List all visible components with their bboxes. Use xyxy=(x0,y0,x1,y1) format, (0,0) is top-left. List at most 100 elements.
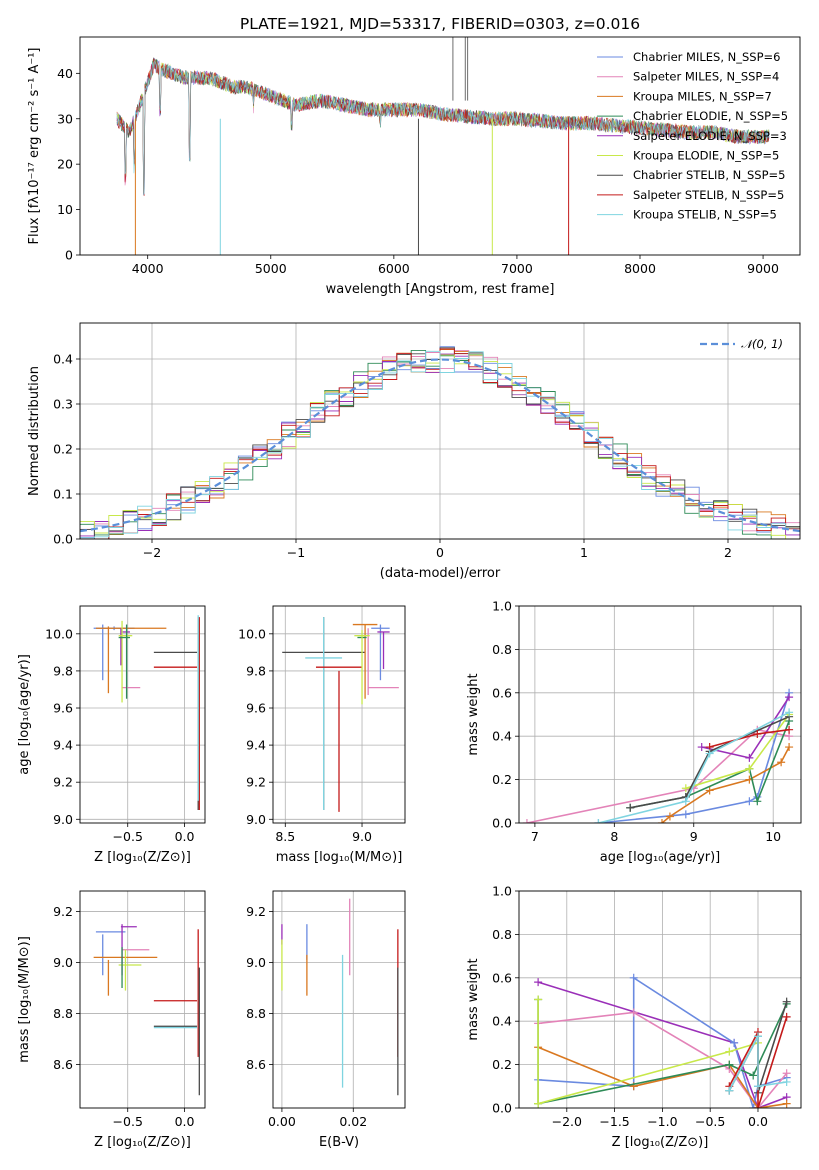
y-tick-label: 0.4 xyxy=(492,729,512,744)
residual-histograms xyxy=(80,346,800,539)
y-axis-label: mass weight xyxy=(466,673,481,755)
age_vs_mass-axes: 8.5 9.0 9.0 9.2 9.4 9.6 9.8 10.0 mass [log₁₀(M/M… xyxy=(238,606,405,865)
mass-weight-marker-kroupa_miles xyxy=(665,812,674,821)
mass-weight-marker-kroupa_stelib xyxy=(753,1032,762,1041)
mass-weight-marker-kroupa_elodie xyxy=(745,764,754,773)
y-tick-label: 9.6 xyxy=(246,701,266,716)
legend-label: 𝒩(0, 1) xyxy=(741,337,783,351)
mass-weight-marker-kroupa_miles xyxy=(705,786,714,795)
x-tick-label: 0.02 xyxy=(339,1114,367,1129)
mass-weight-marker-kroupa_stelib xyxy=(785,708,794,717)
y-tick-label: 8.6 xyxy=(246,1057,266,1072)
residual-legend: 𝒩(0, 1) xyxy=(700,337,783,351)
mass-weight-marker-kroupa_stelib xyxy=(782,1077,791,1086)
figure-title: PLATE=1921, MJD=53317, FIBERID=0303, z=0… xyxy=(240,15,640,33)
y-tick-label: 9.0 xyxy=(53,812,73,827)
y-axis-label: age [log₁₀(age/yr)] xyxy=(17,654,32,775)
y-tick-label: 9.4 xyxy=(246,738,266,753)
legend-label: Salpeter ELODIE, N_SSP=3 xyxy=(633,129,787,143)
x-tick-label: −1 xyxy=(287,545,305,560)
mass-weight-marker-chabrier_elodie xyxy=(725,1060,734,1069)
x-tick-label: 4000 xyxy=(132,261,164,276)
mass-weight-marker-salpeter_elodie xyxy=(534,978,543,987)
mw_vs_age-axes: 7 8 9 10 0.0 0.2 0.4 0.6 0.8 1.0 age [log₁₀(age/yr… xyxy=(466,599,801,865)
x-tick-label: 6000 xyxy=(378,261,410,276)
x-tick-label: −0.5 xyxy=(695,1114,725,1129)
y-tick-label: 9.0 xyxy=(246,955,266,970)
x-tick-label: 0.0 xyxy=(175,829,195,844)
mass-weight-marker-kroupa_miles xyxy=(777,758,786,767)
y-axis-label: Normed distribution xyxy=(27,366,42,496)
mass-weight-marker-chabrier_miles xyxy=(681,810,690,819)
y-tick-label: 0.0 xyxy=(53,532,73,547)
residuals-frame xyxy=(79,322,801,540)
gaussian-curve xyxy=(80,358,800,533)
x-tick-label: −0.5 xyxy=(113,829,143,844)
mw_vs_Z-lines xyxy=(534,973,791,1108)
mass-weight-marker-salpeter_miles xyxy=(782,1069,791,1078)
mass_vs_Z-frame xyxy=(79,890,206,1109)
x-tick-label: 0.0 xyxy=(748,1114,768,1129)
y-tick-label: 8.6 xyxy=(53,1057,73,1072)
y-tick-label: 0.8 xyxy=(492,642,512,657)
x-tick-label: 7 xyxy=(531,829,539,844)
y-axis-label: Flux [fλ10⁻¹⁷ erg cm⁻² s⁻¹ A⁻¹] xyxy=(27,48,42,245)
y-tick-label: 20 xyxy=(57,157,73,172)
x-tick-label: 5000 xyxy=(255,261,287,276)
x-tick-label: 8000 xyxy=(624,261,656,276)
mass-weight-marker-salpeter_stelib xyxy=(782,1012,791,1021)
mass-weight-marker-chabrier_miles xyxy=(730,1038,739,1047)
y-tick-label: 9.6 xyxy=(53,701,73,716)
y-tick-label: 0.0 xyxy=(492,1101,512,1116)
mass-weight-marker-kroupa_miles xyxy=(785,743,794,752)
legend-label: Kroupa MILES, N_SSP=7 xyxy=(633,89,772,103)
mw_vs_age-frame xyxy=(518,605,802,824)
legend-label: Chabrier ELODIE, N_SSP=5 xyxy=(633,109,788,123)
x-tick-label: −2.0 xyxy=(552,1114,582,1129)
legend-label: Kroupa ELODIE, N_SSP=5 xyxy=(633,149,779,163)
legend-label: Chabrier STELIB, N_SSP=5 xyxy=(633,168,785,182)
mass-weight-marker-kroupa_elodie xyxy=(534,995,543,1004)
mass-weight-marker-kroupa_stelib xyxy=(594,819,603,823)
mass-weight-line-kroupa_elodie xyxy=(685,714,790,790)
mass-weight-line-salpeter_miles xyxy=(526,728,790,823)
y-tick-label: 8.8 xyxy=(246,1006,266,1021)
y-tick-label: 0 xyxy=(65,248,73,263)
spectrum-frame xyxy=(79,36,801,256)
mass_vs_ebv-axes: 0.00 0.02 8.6 8.8 9.0 9.2 E(B-V) xyxy=(246,891,405,1150)
y-tick-label: 9.0 xyxy=(53,955,73,970)
x-axis-label: Z [log₁₀(Z/Z⊙)] xyxy=(94,850,191,865)
x-tick-label: 2 xyxy=(724,545,732,560)
mass-weight-marker-kroupa_miles xyxy=(782,1099,791,1108)
mass_vs_ebv-errorbars xyxy=(281,898,399,1096)
spectrum-lines xyxy=(116,37,770,255)
y-tick-label: 9.0 xyxy=(246,812,266,827)
x-tick-label: 9000 xyxy=(747,261,779,276)
x-axis-label: Z [log₁₀(Z/Z⊙)] xyxy=(94,1135,191,1150)
age_vs_Z-frame xyxy=(79,605,206,824)
legend-label: Salpeter MILES, N_SSP=4 xyxy=(633,70,779,84)
y-tick-label: 0.2 xyxy=(492,1057,512,1072)
mass_vs_Z-axes: −0.5 0.0 8.6 8.8 9.0 9.2 Z [log₁₀(Z/Z⊙)] mass [… xyxy=(17,891,205,1150)
y-tick-label: 9.4 xyxy=(53,738,73,753)
spectrum-line-kroupa_stelib xyxy=(116,59,770,196)
y-tick-label: 9.8 xyxy=(53,663,73,678)
mass_vs_Z-errorbars xyxy=(93,924,200,1096)
mass-weight-marker-chabrier_stelib xyxy=(626,803,635,812)
x-axis-label: age [log₁₀(age/yr)] xyxy=(600,850,721,865)
mass-weight-marker-kroupa_miles xyxy=(657,819,666,823)
mass-weight-marker-kroupa_elodie xyxy=(681,784,690,793)
spectrum-legend: Chabrier MILES, N_SSP=6 Salpeter MILES, N… xyxy=(597,50,788,222)
y-tick-label: 0.4 xyxy=(53,352,73,367)
age_vs_mass-errorbars xyxy=(282,617,399,812)
mass-weight-marker-chabrier_miles xyxy=(629,973,638,982)
mass-weight-marker-salpeter_elodie xyxy=(697,743,706,752)
x-tick-label: 0.00 xyxy=(268,1114,296,1129)
mw_vs_age-lines xyxy=(522,688,794,823)
x-tick-label: −1.5 xyxy=(599,1114,629,1129)
mass-weight-marker-kroupa_stelib xyxy=(681,797,690,806)
y-tick-label: 10.0 xyxy=(45,626,73,641)
mass-weight-marker-chabrier_miles xyxy=(745,797,754,806)
x-tick-label: 8 xyxy=(610,829,618,844)
